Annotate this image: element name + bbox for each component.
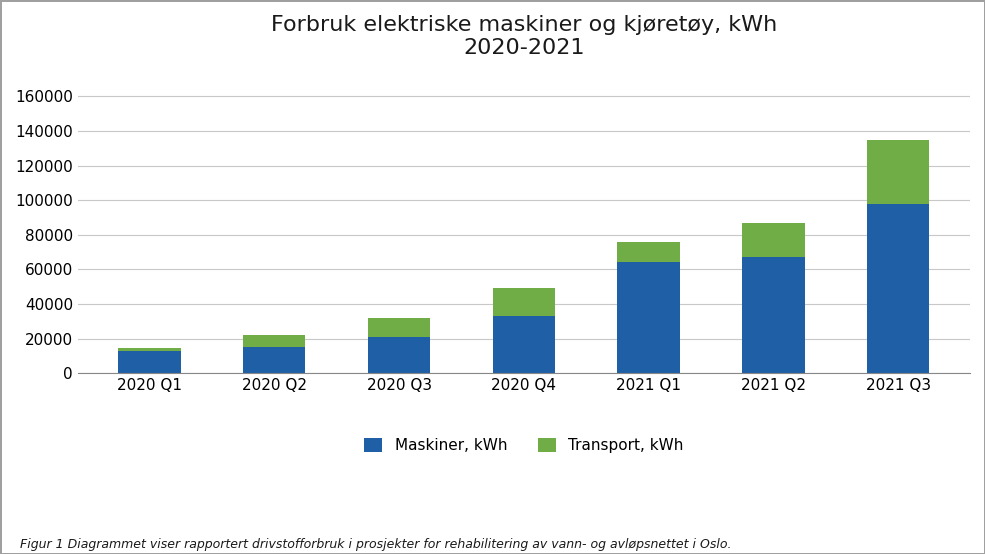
Bar [492, 289, 556, 316]
Legend: Maskiner, kWh, Transport, kWh: Maskiner, kWh, Transport, kWh [357, 430, 691, 461]
Bar [367, 337, 430, 373]
Bar [367, 318, 430, 337]
Bar [243, 335, 305, 347]
Bar [743, 223, 805, 257]
Bar [118, 351, 180, 373]
Bar [867, 204, 930, 373]
Bar [118, 348, 180, 351]
Title: Forbruk elektriske maskiner og kjøretøy, kWh
2020-2021: Forbruk elektriske maskiner og kjøretøy,… [271, 15, 777, 58]
Bar [743, 257, 805, 373]
Bar [492, 316, 556, 373]
Text: Figur 1 Diagrammet viser rapportert drivstofforbruk i prosjekter for rehabiliter: Figur 1 Diagrammet viser rapportert driv… [20, 538, 731, 551]
Bar [867, 140, 930, 204]
Bar [243, 347, 305, 373]
Bar [618, 263, 680, 373]
Bar [618, 242, 680, 263]
